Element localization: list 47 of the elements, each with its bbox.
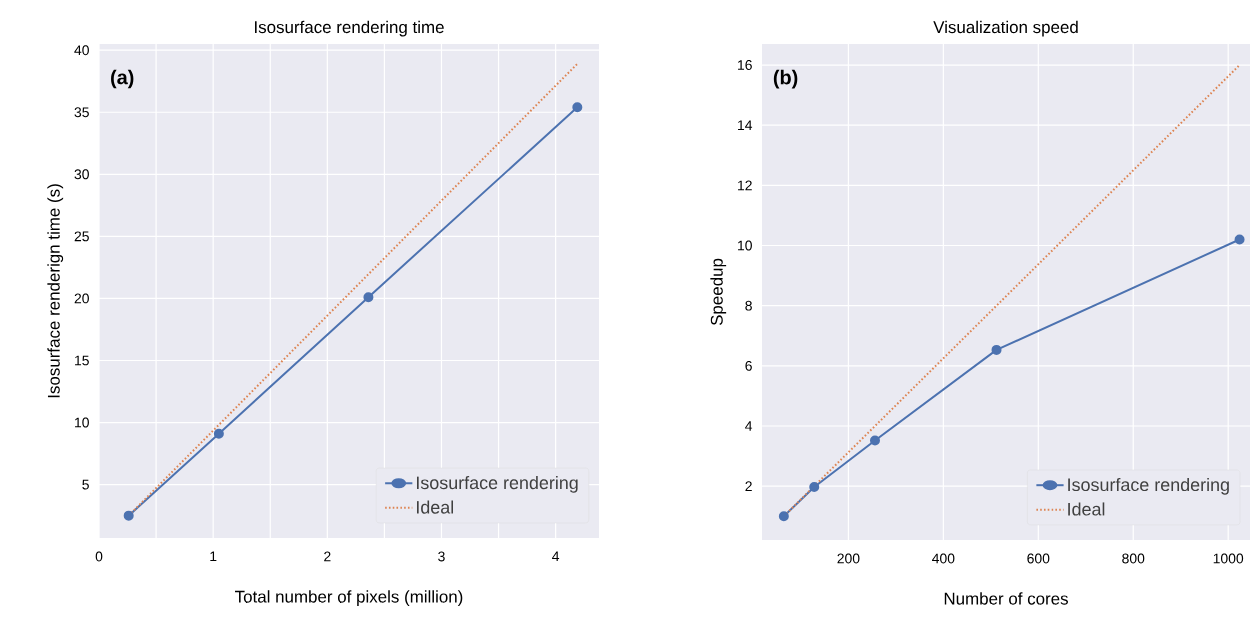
annotation: (b) [773, 69, 798, 89]
y-tick-label: 2 [745, 481, 752, 492]
y-axis-title: Speedup [710, 258, 727, 326]
x-tick-label: 4 [552, 551, 560, 562]
x-tick-label: 0 [95, 551, 103, 562]
point [809, 482, 820, 493]
chart-title: Visualization speed [933, 20, 1078, 37]
y-tick-label: 15 [75, 355, 89, 366]
y-tick-label: 30 [74, 169, 89, 180]
x-tick-label: 3 [438, 551, 445, 562]
x-tick-label: 600 [1027, 553, 1050, 564]
annotation: (a) [111, 69, 134, 89]
legend-label: Ideal [1068, 502, 1105, 516]
point [1234, 234, 1245, 245]
y-tick-label: 10 [75, 417, 89, 428]
point [869, 435, 880, 446]
legend-label: Isosurface rendering [1068, 477, 1229, 495]
x-tick-label: 2 [324, 551, 331, 562]
x-axis-title: Total number of pixels (million) [235, 590, 463, 607]
point [991, 344, 1002, 355]
y-axis-title: Isosurface renderign time (s) [47, 184, 64, 398]
point [213, 428, 224, 439]
y-tick-label: 8 [745, 300, 752, 311]
x-tick-label: 400 [932, 553, 955, 564]
y-tick-label: 20 [74, 293, 89, 304]
y-tick-label: 16 [738, 60, 752, 70]
x-axis-title: Number of cores [944, 592, 1068, 605]
y-tick-label: 12 [738, 180, 752, 191]
y-tick-label: 40 [74, 45, 89, 56]
y-tick-label: 14 [738, 120, 753, 130]
x-tick-label: 1 [210, 551, 217, 562]
y-tick-label: 35 [74, 107, 89, 118]
point [363, 292, 374, 303]
y-tick-label: 5 [82, 479, 89, 490]
y-tick-label: 6 [745, 360, 752, 371]
x-tick-label: 200 [837, 553, 860, 564]
legend-label: Ideal [416, 500, 454, 514]
y-tick-label: 10 [738, 240, 752, 251]
x-tick-label: 800 [1122, 553, 1145, 564]
point [123, 510, 134, 521]
y-tick-label: 25 [74, 231, 89, 242]
chart-title: Isosurface rendering time [255, 20, 444, 37]
point [778, 511, 789, 522]
x-tick-label: 1000 [1213, 553, 1244, 564]
point [572, 102, 583, 113]
y-tick-label: 4 [745, 421, 753, 431]
legend-label: Isosurface rendering [416, 476, 578, 493]
